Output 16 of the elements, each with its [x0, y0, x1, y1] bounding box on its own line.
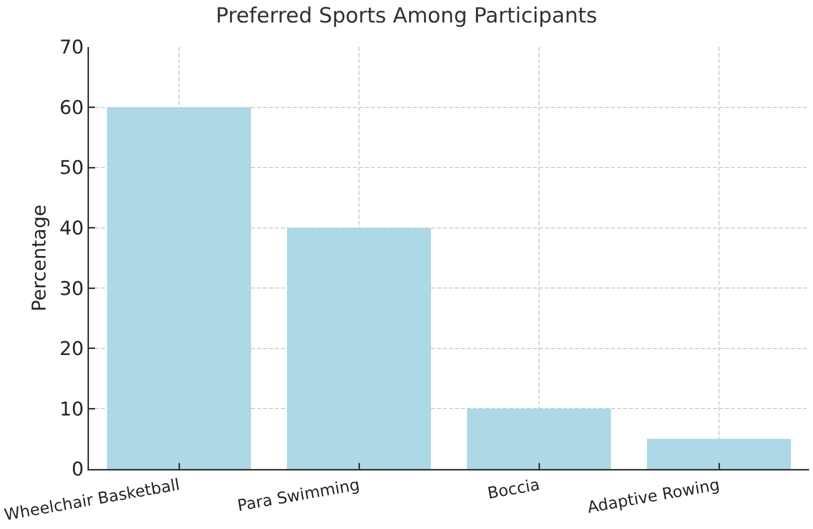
y-tick-label: 60 [60, 96, 84, 119]
y-tick-label: 10 [60, 398, 84, 420]
x-tick-label: Boccia [486, 474, 542, 503]
y-tick-label: 50 [60, 157, 84, 180]
chart-title: Preferred Sports Among Participants [216, 4, 598, 28]
y-tick-label: 40 [60, 218, 84, 240]
y-tick-label: 30 [60, 278, 84, 300]
y-axis-title: Percentage [28, 204, 51, 312]
y-tick-label: 20 [60, 338, 84, 360]
x-tick-label: Adaptive Rowing [586, 474, 722, 517]
y-tick-label: 70 [60, 36, 84, 59]
bar [107, 107, 251, 469]
bar [287, 228, 431, 469]
bar [647, 438, 791, 469]
x-tick-label: Para Swimming [236, 474, 362, 516]
bar [467, 408, 611, 469]
